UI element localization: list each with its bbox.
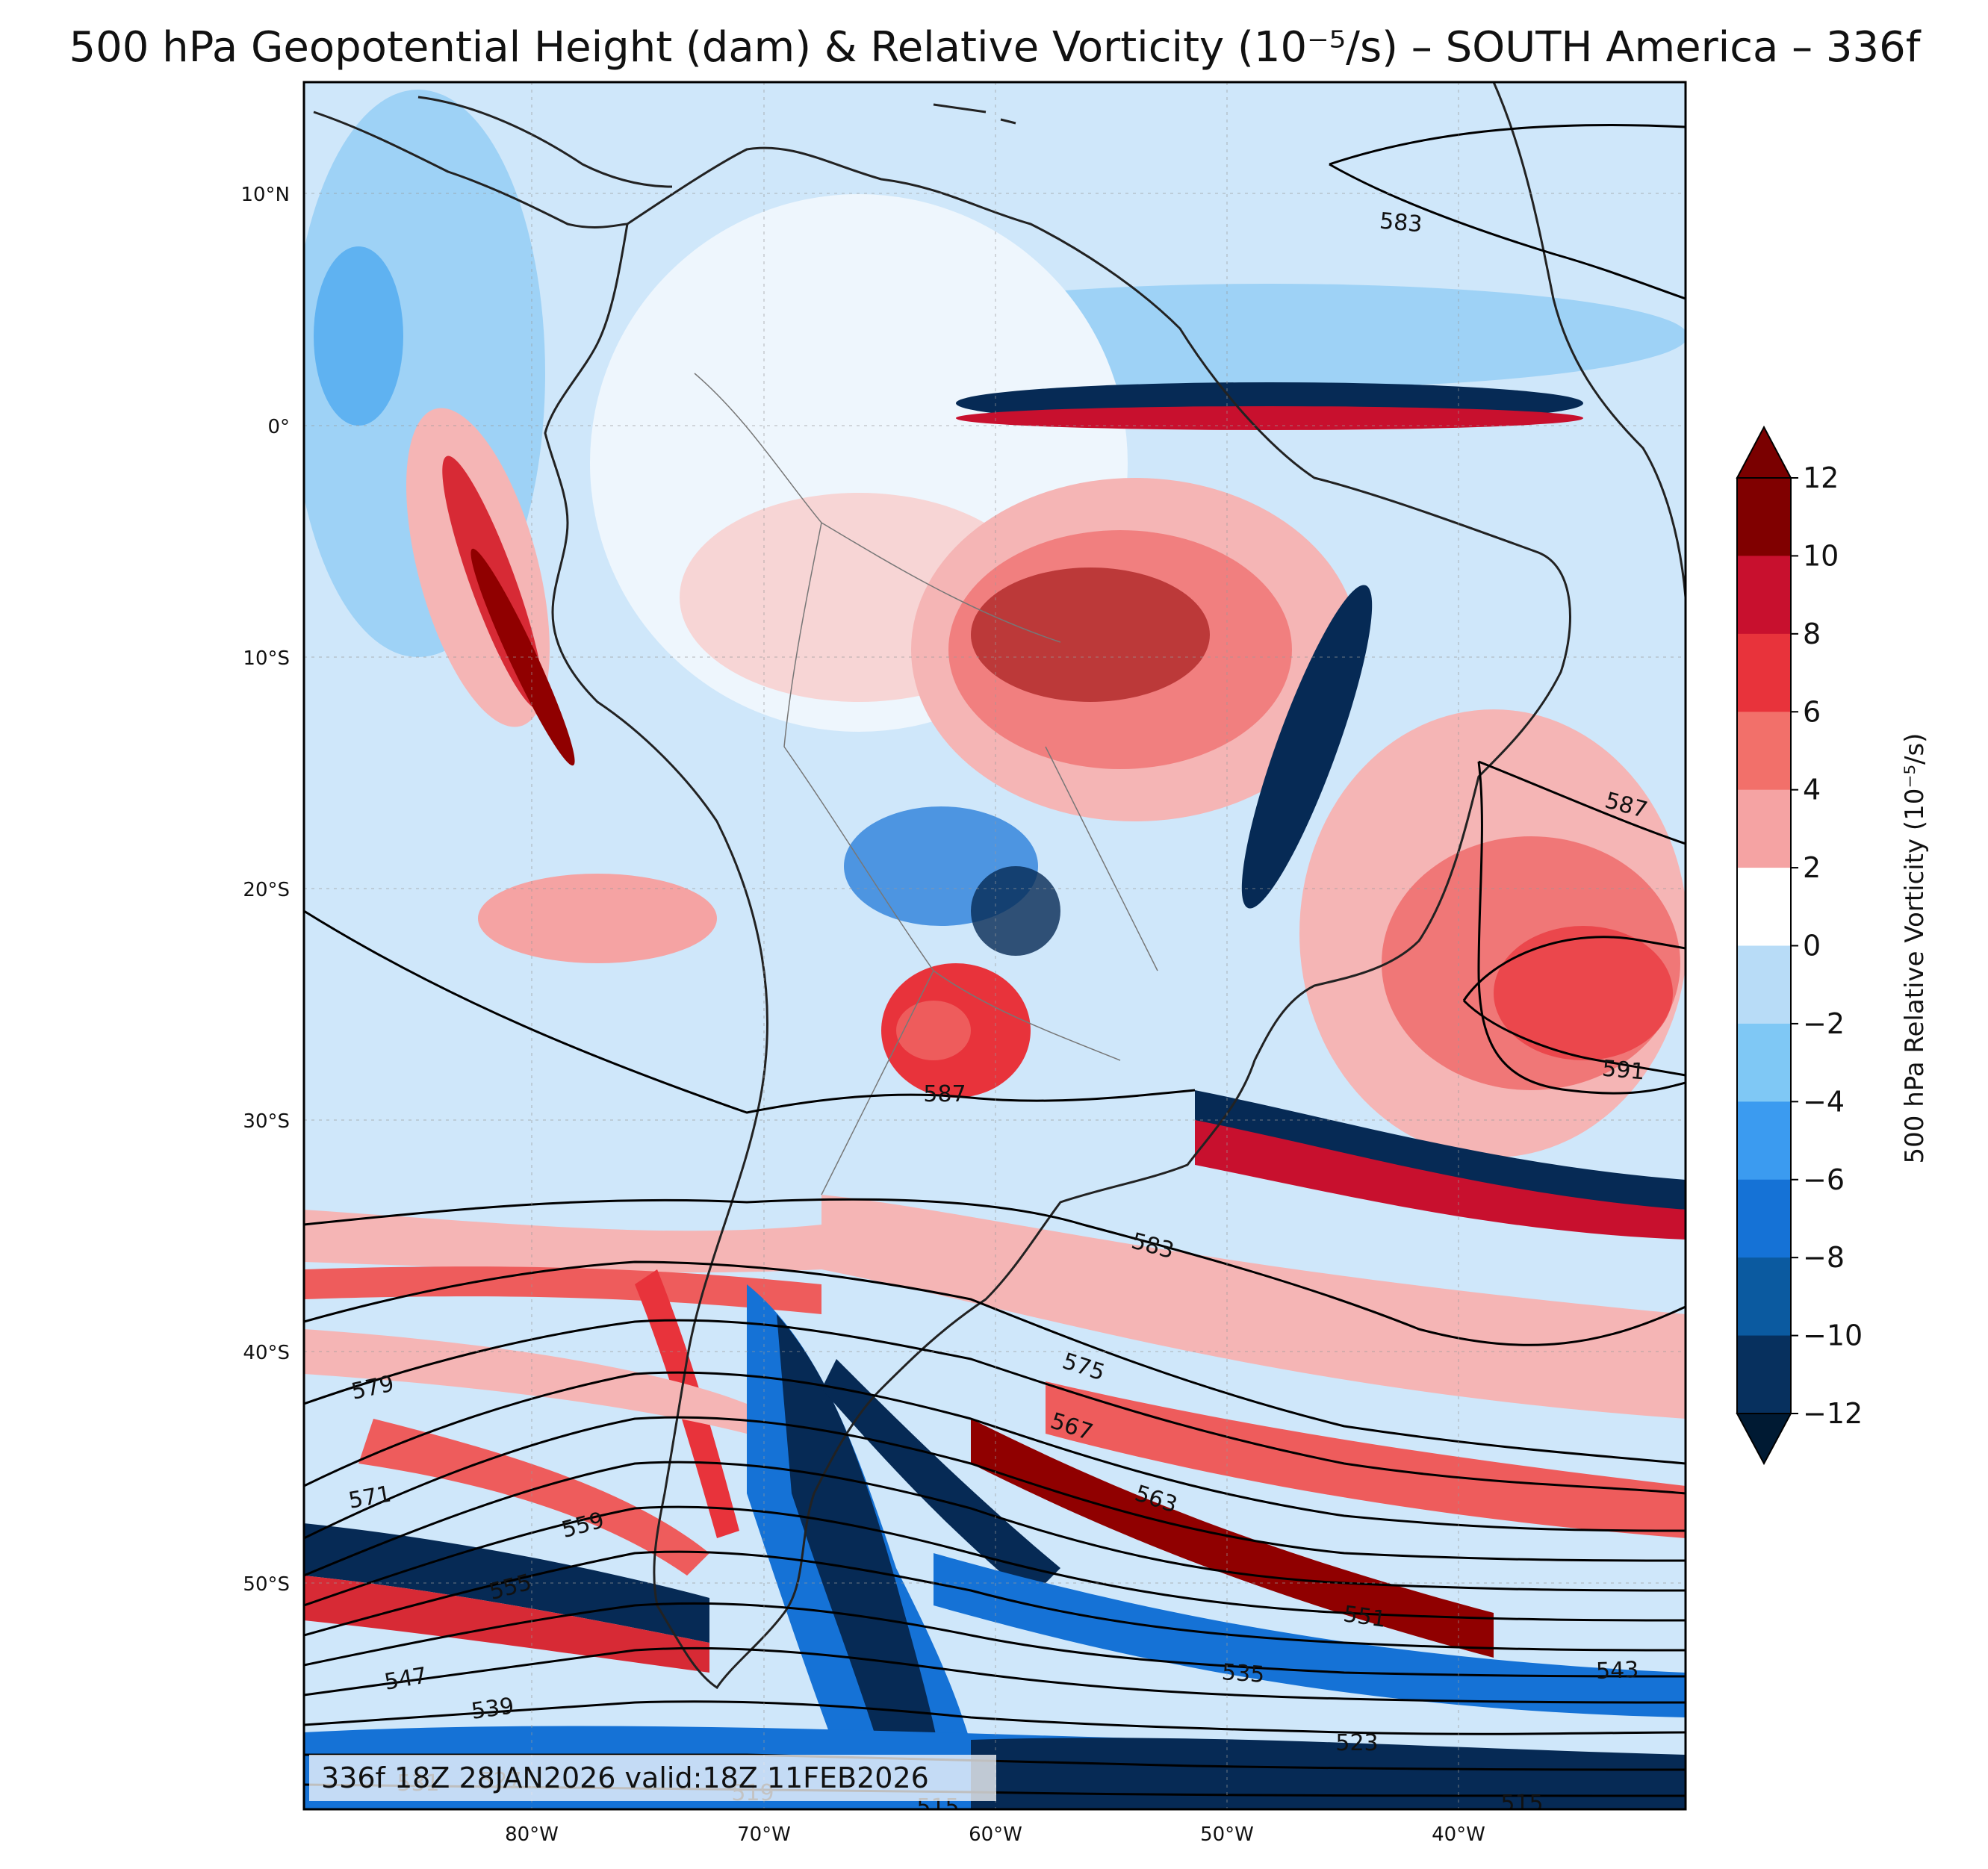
height-label: 587 bbox=[923, 1081, 966, 1107]
map-frame bbox=[302, 81, 1687, 1811]
colorbar-tick-label: 8 bbox=[1803, 618, 1821, 650]
colorbar: 12 10 8 6 4 2 0 −2 −4 −6 −8 −10 −12 500 hPa Relative… bbox=[1736, 425, 1930, 1466]
colorbar-tick-label: −10 bbox=[1803, 1319, 1863, 1352]
colorbar-segment bbox=[1737, 1335, 1791, 1414]
lon-tick-label: 80°W bbox=[505, 1823, 559, 1846]
colorbar-segment bbox=[1737, 1179, 1791, 1258]
colorbar-tick-label: 6 bbox=[1803, 695, 1821, 728]
colorbar-tick-label: 4 bbox=[1803, 774, 1821, 806]
lat-tick-label: 50°S bbox=[243, 1573, 290, 1596]
contour-547 bbox=[304, 1646, 1686, 1704]
longitude-labels: 80°W 70°W 60°W 50°W 40°W bbox=[505, 1823, 1485, 1846]
contour-567 bbox=[304, 1416, 1686, 1562]
colorbar-tick-label: −12 bbox=[1803, 1397, 1863, 1430]
lat-tick-label: 10°S bbox=[243, 647, 290, 670]
colorbar-top-extension bbox=[1736, 425, 1792, 479]
colorbar-segment bbox=[1737, 1023, 1791, 1102]
colorbar-tick-label: 0 bbox=[1803, 930, 1821, 963]
lat-tick-label: 20°S bbox=[243, 879, 290, 901]
lon-tick-label: 50°W bbox=[1200, 1823, 1254, 1846]
forecast-info: 336f 18Z 28JAN2026 valid:18Z 11FEB2026 bbox=[321, 1761, 929, 1794]
lat-tick-label: 10°N bbox=[240, 184, 290, 206]
lat-tick-label: 30°S bbox=[243, 1110, 290, 1133]
colorbar-tick-label: 10 bbox=[1803, 539, 1839, 572]
colorbar-tick-label: −4 bbox=[1803, 1085, 1845, 1118]
contour-587-west bbox=[304, 909, 1196, 1114]
contour-583 bbox=[304, 1198, 1686, 1346]
colorbar-tick-label: −6 bbox=[1803, 1163, 1845, 1196]
contour-559 bbox=[304, 1505, 1686, 1622]
colorbar-segment bbox=[1737, 712, 1791, 791]
footer-box bbox=[309, 1755, 996, 1801]
chart-title: 500 hPa Geopotential Height (dam) & Rela… bbox=[69, 23, 1921, 72]
colorbar-tick-label: 2 bbox=[1803, 851, 1821, 884]
contour-579 bbox=[304, 1260, 1686, 1465]
vorticity-field bbox=[304, 90, 1686, 1809]
lon-tick-label: 70°W bbox=[737, 1823, 791, 1846]
colorbar-segment bbox=[1737, 789, 1791, 868]
contour-575 bbox=[304, 1319, 1686, 1495]
lat-tick-label: 0° bbox=[267, 416, 290, 438]
africa-coastline bbox=[1492, 82, 1686, 598]
contour-587-east bbox=[1478, 760, 1686, 845]
contour-591 bbox=[1462, 936, 1686, 1001]
colorbar-segment bbox=[1737, 945, 1791, 1024]
height-label: 539 bbox=[470, 1693, 516, 1725]
height-label: 551 bbox=[1342, 1601, 1388, 1633]
height-label: 591 bbox=[1601, 1056, 1646, 1086]
caribbean-islands bbox=[933, 103, 1016, 125]
coastlines bbox=[313, 82, 1686, 1690]
colorbar-segment bbox=[1737, 868, 1791, 946]
colorbar-bottom-extension bbox=[1736, 1413, 1792, 1466]
contour-583-north bbox=[1329, 123, 1686, 166]
map-panel[interactable]: 583 587 587 591 583 579 575 571 567 563 … bbox=[291, 82, 1688, 1820]
contour-539 bbox=[304, 1700, 1686, 1735]
colorbar-segment bbox=[1737, 1101, 1791, 1181]
colorbar-segment bbox=[1737, 1257, 1791, 1337]
contour-551 bbox=[304, 1602, 1686, 1678]
height-label: 543 bbox=[1595, 1657, 1638, 1685]
colorbar-label: 500 hPa Relative Vorticity (10⁻⁵/s) bbox=[1900, 733, 1930, 1164]
latitude-labels: 10°N 0° 10°S 20°S 30°S 40°S 50°S bbox=[240, 184, 290, 1596]
central-america-coastline-north bbox=[417, 96, 673, 188]
colorbar-tick-label: 12 bbox=[1803, 461, 1839, 494]
height-label: 535 bbox=[1221, 1659, 1266, 1688]
colorbar-tick-label: −2 bbox=[1803, 1007, 1845, 1040]
colorbar-tick-label: −8 bbox=[1803, 1241, 1845, 1274]
country-borders bbox=[694, 373, 1158, 1195]
south-america-coastline bbox=[544, 146, 1571, 1690]
colorbar-segment bbox=[1737, 478, 1791, 556]
contour-563 bbox=[304, 1461, 1686, 1592]
lat-tick-label: 40°S bbox=[243, 1342, 290, 1364]
gridlines bbox=[304, 82, 1686, 1809]
height-label: 515 bbox=[1500, 1791, 1543, 1817]
contour-571 bbox=[304, 1371, 1686, 1532]
lon-tick-label: 60°W bbox=[969, 1823, 1022, 1846]
lon-tick-label: 40°W bbox=[1432, 1823, 1485, 1846]
central-america-coastline bbox=[313, 111, 628, 228]
contour-555 bbox=[304, 1550, 1686, 1652]
colorbar-segment bbox=[1737, 633, 1791, 712]
height-label: 523 bbox=[1335, 1730, 1378, 1756]
colorbar-segment bbox=[1737, 556, 1791, 635]
height-label: 583 bbox=[1379, 208, 1423, 238]
